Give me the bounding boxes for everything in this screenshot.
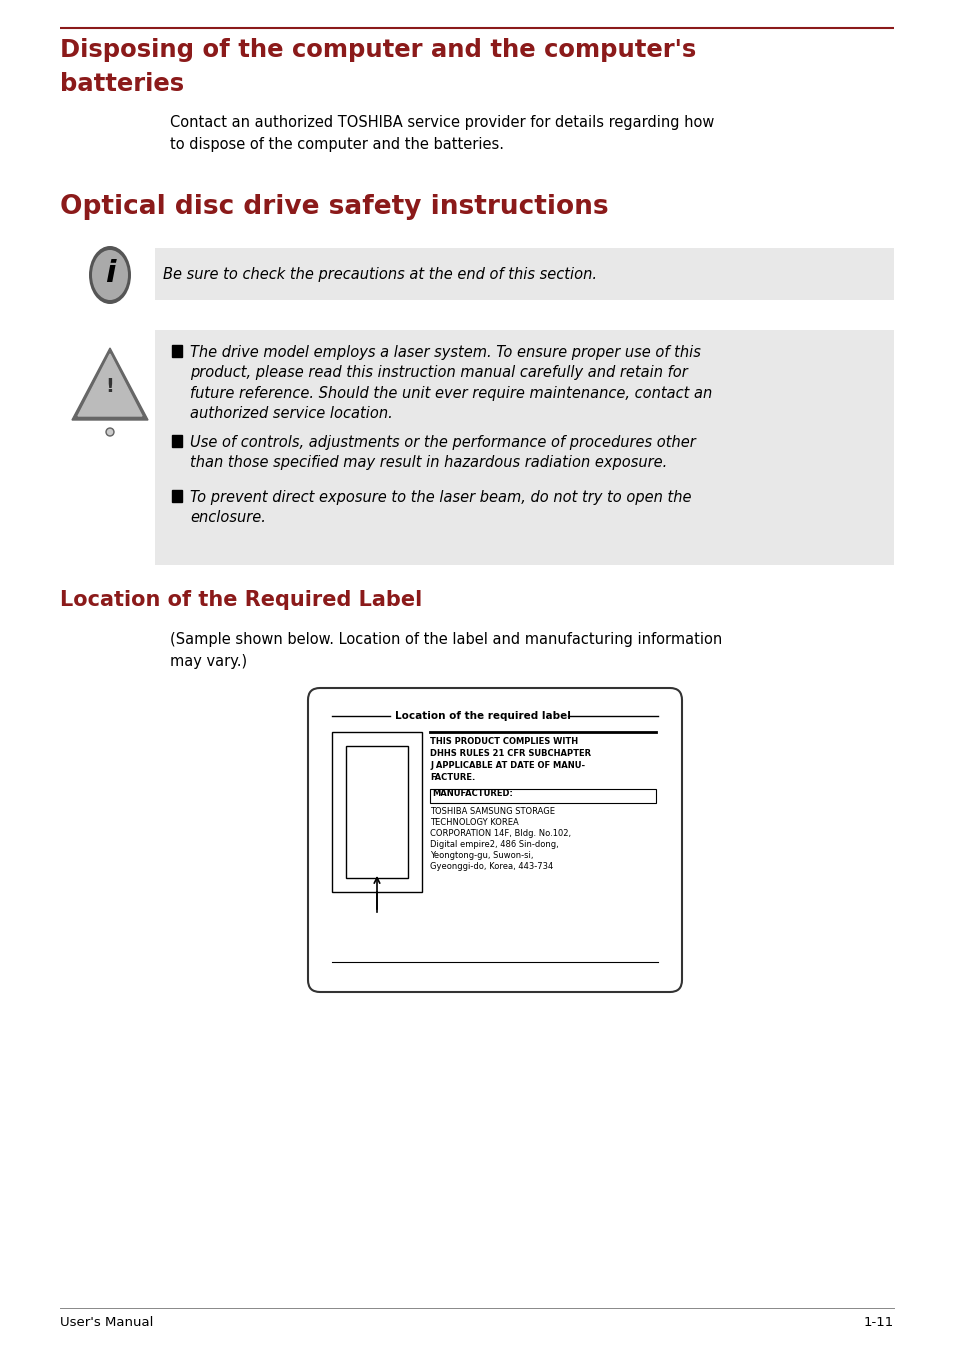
Text: 1-11: 1-11 bbox=[862, 1315, 893, 1329]
Text: Disposing of the computer and the computer's: Disposing of the computer and the comput… bbox=[60, 38, 696, 62]
Bar bbox=[172, 346, 182, 356]
Bar bbox=[332, 732, 421, 892]
Text: Optical disc drive safety instructions: Optical disc drive safety instructions bbox=[60, 194, 608, 221]
Ellipse shape bbox=[91, 250, 128, 300]
Polygon shape bbox=[71, 348, 148, 420]
FancyBboxPatch shape bbox=[308, 689, 681, 993]
Bar bbox=[172, 434, 182, 447]
Ellipse shape bbox=[89, 246, 131, 304]
Text: FACTURE.: FACTURE. bbox=[430, 773, 475, 781]
Bar bbox=[154, 330, 893, 565]
Text: J APPLICABLE AT DATE OF MANU-: J APPLICABLE AT DATE OF MANU- bbox=[430, 761, 584, 769]
Bar bbox=[430, 790, 656, 803]
Text: Location of the Required Label: Location of the Required Label bbox=[60, 590, 422, 611]
Circle shape bbox=[108, 429, 112, 434]
Text: Contact an authorized TOSHIBA service provider for details regarding how
to disp: Contact an authorized TOSHIBA service pr… bbox=[170, 116, 714, 152]
Text: Gyeonggi-do, Korea, 443-734: Gyeonggi-do, Korea, 443-734 bbox=[430, 862, 553, 872]
Text: Yeongtong-gu, Suwon-si,: Yeongtong-gu, Suwon-si, bbox=[430, 851, 533, 859]
Text: To prevent direct exposure to the laser beam, do not try to open the
enclosure.: To prevent direct exposure to the laser … bbox=[190, 490, 691, 526]
Bar bbox=[346, 746, 408, 878]
Text: TOSHIBA SAMSUNG STORAGE: TOSHIBA SAMSUNG STORAGE bbox=[430, 807, 555, 816]
Text: DHHS RULES 21 CFR SUBCHAPTER: DHHS RULES 21 CFR SUBCHAPTER bbox=[430, 749, 591, 759]
Polygon shape bbox=[78, 354, 142, 416]
Text: MANUFACTURED:: MANUFACTURED: bbox=[432, 790, 513, 798]
Circle shape bbox=[106, 428, 113, 436]
Text: batteries: batteries bbox=[60, 73, 184, 95]
Bar bbox=[172, 490, 182, 502]
Text: i: i bbox=[105, 258, 115, 288]
Bar bbox=[154, 247, 893, 300]
Text: TECHNOLOGY KOREA: TECHNOLOGY KOREA bbox=[430, 818, 518, 827]
Text: Location of the required label: Location of the required label bbox=[395, 712, 570, 721]
Text: !: ! bbox=[106, 378, 114, 397]
Text: User's Manual: User's Manual bbox=[60, 1315, 153, 1329]
Text: Be sure to check the precautions at the end of this section.: Be sure to check the precautions at the … bbox=[163, 268, 597, 282]
Text: THIS PRODUCT COMPLIES WITH: THIS PRODUCT COMPLIES WITH bbox=[430, 737, 578, 746]
Text: Use of controls, adjustments or the performance of procedures other
than those s: Use of controls, adjustments or the perf… bbox=[190, 434, 695, 471]
Text: Digital empire2, 486 Sin-dong,: Digital empire2, 486 Sin-dong, bbox=[430, 841, 558, 849]
Text: The drive model employs a laser system. To ensure proper use of this
product, pl: The drive model employs a laser system. … bbox=[190, 346, 712, 421]
Text: (Sample shown below. Location of the label and manufacturing information
may var: (Sample shown below. Location of the lab… bbox=[170, 632, 721, 668]
Text: CORPORATION 14F, Bldg. No.102,: CORPORATION 14F, Bldg. No.102, bbox=[430, 829, 571, 838]
